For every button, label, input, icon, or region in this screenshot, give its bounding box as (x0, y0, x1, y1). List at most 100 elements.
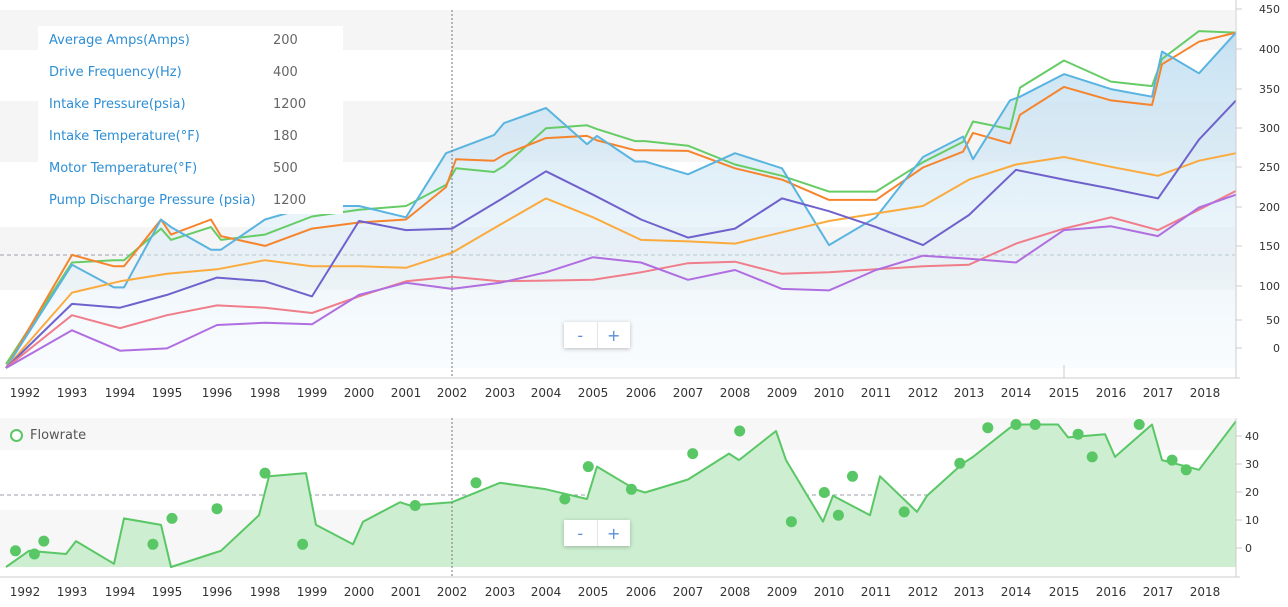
flowrate-point (10, 545, 21, 557)
series-line-pump-discharge (5, 190, 1237, 369)
flow-x-tick-label: 1992 (10, 585, 41, 599)
x-tick-label: 2012 (908, 386, 939, 400)
series-line-intake-temp (5, 152, 1237, 369)
x-tick-label: 2004 (531, 386, 562, 400)
bottom-zoom-control: - + (564, 520, 630, 546)
flow-x-tick-label: 2018 (1190, 585, 1221, 599)
x-tick-label: 2011 (861, 386, 892, 400)
flow-x-tick-label: 1998 (250, 585, 281, 599)
flowrate-point (982, 422, 994, 434)
y-tick-label: 400 (1259, 43, 1280, 56)
y-tick-label: 150 (1259, 240, 1280, 253)
y-tick-label: 450 (1259, 3, 1280, 16)
flowrate-point (1010, 419, 1022, 430)
flowrate-point (1180, 464, 1192, 476)
legend-item-average-amps[interactable]: Average Amps(Amps) 200 (49, 30, 298, 50)
x-tick-label: 2003 (485, 386, 516, 400)
flow-x-tick-label: 2017 (1143, 585, 1174, 599)
flowrate-point (954, 457, 966, 469)
legend-label: Intake Temperature(°F) (49, 128, 200, 144)
zoom-out-button[interactable]: - (564, 322, 598, 348)
flow-y-tick-label: 20 (1245, 486, 1259, 499)
flowrate-point (559, 493, 571, 505)
legend-value: 1200 (273, 192, 307, 208)
flowrate-point (818, 487, 830, 498)
flow-x-tick-label: 2016 (1096, 585, 1127, 599)
flow-x-tick-label: 2013 (954, 585, 985, 599)
x-tick-label: 2006 (626, 386, 657, 400)
flow-x-tick-label: 2001 (391, 585, 422, 599)
x-tick-label: 2013 (954, 386, 985, 400)
legend-label: Average Amps(Amps) (49, 32, 190, 48)
flowrate-point (1133, 419, 1145, 430)
flowrate-point (28, 548, 40, 560)
series-line-motor-temp (5, 99, 1237, 369)
flowrate-legend-marker (10, 429, 23, 442)
x-tick-label: 2016 (1096, 386, 1127, 400)
legend-value: 200 (273, 32, 298, 48)
flowrate-legend-label: Flowrate (30, 428, 87, 443)
flow-x-tick-label: 2009 (767, 585, 798, 599)
flow-x-tick-label: 2004 (531, 585, 562, 599)
flowrate-point (1029, 419, 1041, 430)
y-tick-label: 200 (1259, 201, 1280, 214)
x-tick-label: 2002 (437, 386, 468, 400)
flow-x-tick-label: 1996 (202, 585, 233, 599)
y-tick-label: 300 (1259, 122, 1280, 135)
series-legend-panel: Average Amps(Amps) 200 Drive Frequency(H… (38, 26, 343, 214)
x-tick-label: 1992 (10, 386, 41, 400)
series-line-drive-freq (5, 31, 1237, 369)
x-tick-label: 1998 (250, 386, 281, 400)
legend-item-pump-discharge-pressure[interactable]: Pump Discharge Pressure (psia) 1200 (49, 190, 306, 210)
x-tick-label: 2015 (1049, 386, 1080, 400)
x-tick-label: 1995 (152, 386, 183, 400)
legend-item-intake-temperature[interactable]: Intake Temperature(°F) 180 (49, 126, 298, 146)
flow-x-tick-label: 2003 (485, 585, 516, 599)
flowrate-area (6, 421, 1236, 567)
y-tick-label: 0 (1273, 342, 1280, 355)
legend-value: 180 (273, 128, 298, 144)
y-tick-label: 50 (1266, 314, 1280, 327)
x-tick-label: 2017 (1143, 386, 1174, 400)
flowrate-point (898, 506, 910, 518)
legend-value: 400 (273, 64, 298, 80)
flowrate-legend-item[interactable]: Flowrate (10, 428, 86, 443)
x-tick-label: 2014 (1001, 386, 1032, 400)
x-tick-label: 2010 (814, 386, 845, 400)
flowrate-point (734, 425, 746, 437)
flowrate-point (409, 500, 421, 511)
intake-pressure-area (6, 32, 1236, 368)
flowrate-point (832, 509, 844, 521)
series-line-intake-pressure (5, 31, 1237, 369)
flowrate-point (785, 516, 797, 528)
flow-y-tick-label: 10 (1245, 514, 1259, 527)
series-line-avg-amps (5, 30, 1237, 365)
x-tick-label: 2000 (344, 386, 375, 400)
series-line-purple-series (5, 193, 1237, 369)
x-tick-label: 1994 (105, 386, 136, 400)
x-tick-label: 2007 (673, 386, 704, 400)
flowrate-point (847, 470, 858, 482)
legend-item-intake-pressure[interactable]: Intake Pressure(psia) 1200 (49, 94, 306, 114)
flow-x-tick-label: 2012 (908, 585, 939, 599)
zoom-out-button[interactable]: - (564, 520, 598, 546)
x-tick-label: 1999 (297, 386, 328, 400)
legend-item-motor-temperature[interactable]: Motor Temperature(°F) 500 (49, 158, 298, 178)
legend-label: Drive Frequency(Hz) (49, 64, 182, 80)
flow-x-tick-label: 2000 (344, 585, 375, 599)
zoom-in-button[interactable]: + (607, 325, 621, 345)
x-tick-label: 2008 (720, 386, 751, 400)
flowrate-point (582, 461, 594, 473)
flow-x-tick-label: 2011 (861, 585, 892, 599)
x-tick-label: 2001 (391, 386, 422, 400)
flow-x-tick-label: 1993 (57, 585, 88, 599)
flow-x-tick-label: 2015 (1049, 585, 1080, 599)
flow-x-tick-label: 1994 (105, 585, 136, 599)
flowrate-point (211, 503, 223, 515)
flowrate-point (687, 448, 699, 460)
flowrate-point (166, 512, 178, 524)
top-zoom-control: - + (564, 322, 630, 348)
legend-item-drive-frequency[interactable]: Drive Frequency(Hz) 400 (49, 62, 298, 82)
zoom-in-button[interactable]: + (607, 523, 621, 543)
flow-x-tick-label: 2014 (1001, 585, 1032, 599)
